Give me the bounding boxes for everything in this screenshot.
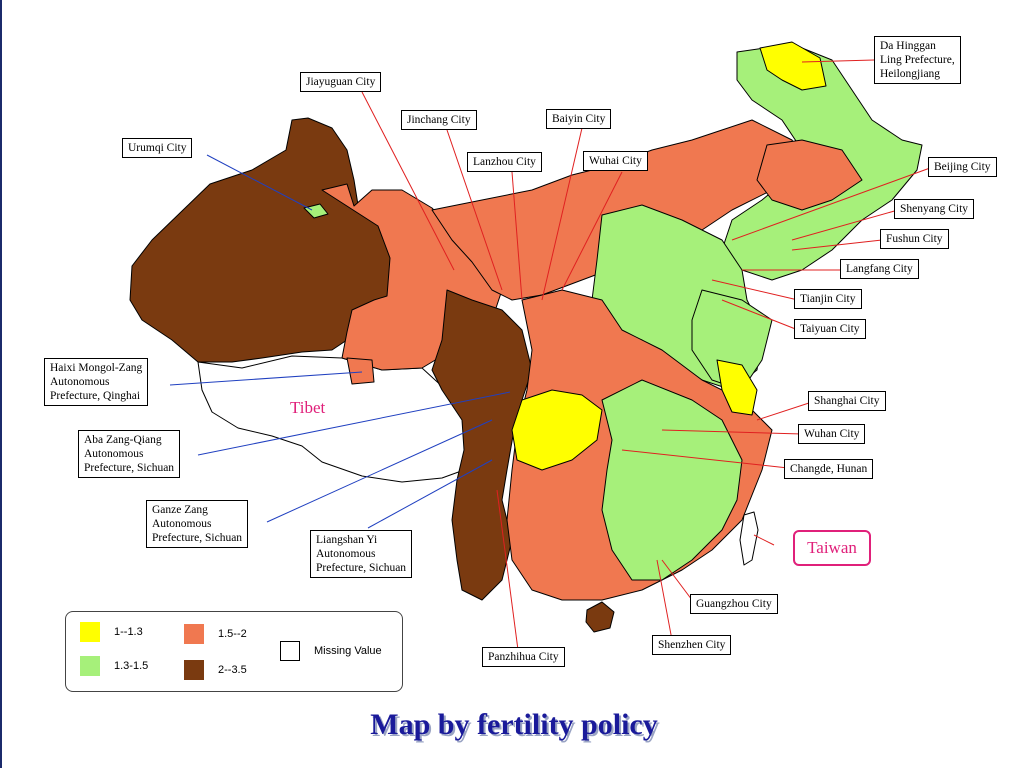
callout-liangshan-line2: Autonomous [316,548,376,560]
legend-label-1-1.3: 1--1.3 [114,626,143,638]
legend: 1--1.3 1.5--2 1.3-1.5 2--3.5 Missing Val… [65,611,403,692]
callout-shenyang: Shenyang City [894,199,975,219]
callout-guangzhou: Guangzhou City [690,594,778,614]
region-shanghai-yellow [716,359,758,416]
callout-urumqi-text: Urumqi City [128,142,187,154]
callout-da-hinggan-line1: Da Hinggan [880,40,936,52]
region-northeast-orange [756,139,863,211]
callout-shenzhen: Shenzhen City [652,635,732,655]
callout-tianjin-text: Tianjin City [800,293,856,305]
legend-label-1.3-1.5: 1.3-1.5 [114,660,149,672]
callout-urumqi: Urumqi City [122,138,193,158]
legend-label-missing: Missing Value [314,645,382,657]
callout-langfang: Langfang City [840,259,919,279]
callout-beijing-text: Beijing City [934,161,991,173]
region-hainan [585,601,615,633]
callout-langfang-text: Langfang City [846,263,913,275]
region-haixi [346,357,375,385]
callout-shanghai-text: Shanghai City [814,395,880,407]
callout-changde: Changde, Hunan [784,459,874,479]
callout-fushun-text: Fushun City [886,233,943,245]
callout-aba: Aba Zang-Qiang Autonomous Prefecture, Si… [78,430,181,478]
callout-baiyin: Baiyin City [546,109,612,129]
callout-haixi-line3: Prefecture, Qinghai [50,390,141,402]
tibet-label: Tibet [290,398,326,417]
callout-jinchang: Jinchang City [401,110,477,130]
callout-shanghai: Shanghai City [808,391,886,411]
callout-liangshan-line1: Liangshan Yi [316,534,378,546]
legend-item-1-1.3: 1--1.3 [80,622,143,642]
callout-tianjin: Tianjin City [794,289,862,309]
callout-haixi: Haixi Mongol-Zang Autonomous Prefecture,… [44,358,149,406]
legend-item-1.3-1.5: 1.3-1.5 [80,656,148,676]
region-tibet-missing [197,355,473,483]
callout-jiayuguan: Jiayuguan City [300,72,382,92]
callout-haixi-line1: Haixi Mongol-Zang [50,362,143,374]
callout-beijing: Beijing City [928,157,997,177]
callout-aba-line3: Prefecture, Sichuan [84,462,175,474]
legend-item-missing: Missing Value [280,641,382,661]
region-taiwan [739,511,759,566]
callout-jiayuguan-text: Jiayuguan City [306,76,376,88]
callout-ganze: Ganze Zang Autonomous Prefecture, Sichua… [146,500,249,548]
callout-ganze-line2: Autonomous [152,518,212,530]
callout-panzhihua-text: Panzhihua City [488,651,559,663]
callout-changde-text: Changde, Hunan [790,463,868,475]
callout-wuhai: Wuhai City [583,151,648,171]
taiwan-label-text: Taiwan [807,538,857,557]
legend-swatch-yellow [80,622,100,642]
callout-ganze-line1: Ganze Zang [152,504,208,516]
legend-swatch-brown [184,660,204,680]
callout-taiyuan-text: Taiyuan City [800,323,860,335]
callout-liangshan-line3: Prefecture, Sichuan [316,562,407,574]
callout-da-hinggan-line2: Ling Prefecture, [880,54,955,66]
callout-aba-line1: Aba Zang-Qiang [84,434,162,446]
region-da-hinggan [759,41,827,91]
taiwan-label: Taiwan [793,530,871,566]
callout-wuhan: Wuhan City [798,424,866,444]
region-sichuan-yellow [511,389,603,471]
legend-item-1.5-2: 1.5--2 [184,624,247,644]
region-urumqi [303,203,329,219]
callout-panzhihua: Panzhihua City [482,647,565,667]
legend-item-2-3.5: 2--3.5 [184,660,247,680]
legend-swatch-missing [280,641,300,661]
region-east-green [601,379,743,581]
callout-lanzhou: Lanzhou City [467,152,542,172]
callout-baiyin-text: Baiyin City [552,113,606,125]
callout-da-hinggan-line3: Heilongjiang [880,68,941,80]
callout-lanzhou-text: Lanzhou City [473,156,536,168]
callout-shenzhen-text: Shenzhen City [658,639,726,651]
callout-wuhan-text: Wuhan City [804,428,860,440]
callout-shenyang-text: Shenyang City [900,203,969,215]
callout-ganze-line3: Prefecture, Sichuan [152,532,243,544]
callout-jinchang-text: Jinchang City [407,114,471,126]
callout-haixi-line2: Autonomous [50,376,110,388]
legend-swatch-orange [184,624,204,644]
callout-guangzhou-text: Guangzhou City [696,598,772,610]
callout-aba-line2: Autonomous [84,448,144,460]
legend-label-1.5-2: 1.5--2 [218,628,247,640]
callout-wuhai-text: Wuhai City [589,155,642,167]
callout-da-hinggan: Da Hinggan Ling Prefecture, Heilongjiang [874,36,961,84]
legend-label-2-3.5: 2--3.5 [218,664,247,676]
legend-swatch-green [80,656,100,676]
callout-fushun: Fushun City [880,229,949,249]
callout-taiyuan: Taiyuan City [794,319,866,339]
callout-liangshan: Liangshan Yi Autonomous Prefecture, Sich… [310,530,413,578]
slide-title: Map by fertility policy [370,708,658,741]
